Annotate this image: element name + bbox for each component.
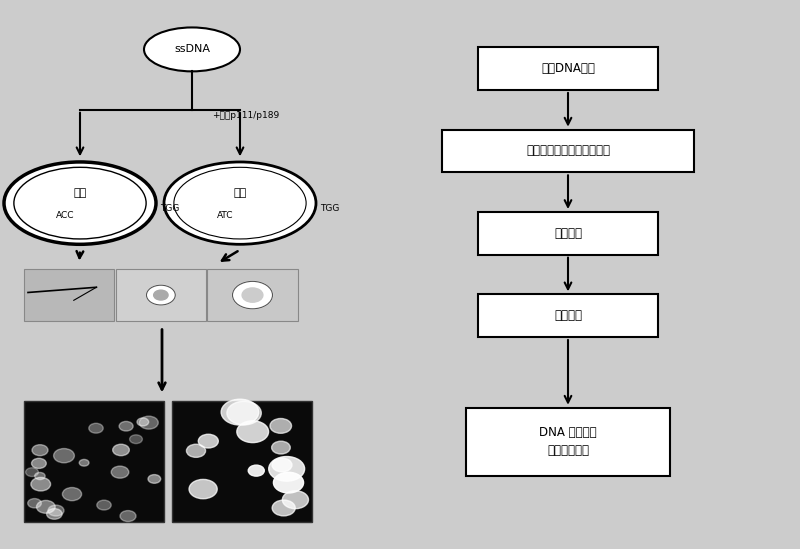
Text: ssDNA: ssDNA: [174, 44, 210, 54]
Circle shape: [31, 478, 50, 491]
Circle shape: [31, 458, 46, 468]
Circle shape: [120, 511, 136, 522]
Circle shape: [26, 468, 38, 477]
Bar: [172, 401, 312, 522]
Bar: [24, 401, 164, 522]
FancyBboxPatch shape: [478, 47, 658, 90]
Circle shape: [130, 435, 142, 444]
Circle shape: [272, 441, 290, 454]
Circle shape: [111, 466, 129, 478]
Circle shape: [113, 444, 130, 456]
Circle shape: [237, 421, 269, 442]
FancyBboxPatch shape: [466, 407, 670, 476]
Ellipse shape: [14, 167, 146, 239]
Circle shape: [34, 473, 45, 480]
Circle shape: [139, 416, 158, 429]
Circle shape: [270, 418, 291, 433]
FancyBboxPatch shape: [478, 294, 658, 337]
Circle shape: [37, 501, 55, 513]
Ellipse shape: [164, 162, 316, 244]
Circle shape: [46, 508, 62, 519]
Circle shape: [154, 290, 168, 300]
Circle shape: [189, 479, 218, 498]
Circle shape: [148, 474, 161, 483]
Circle shape: [221, 399, 258, 425]
Circle shape: [89, 423, 103, 433]
Circle shape: [62, 488, 82, 501]
Circle shape: [119, 422, 133, 431]
Circle shape: [146, 285, 175, 305]
Bar: [24, 269, 114, 321]
Circle shape: [79, 460, 89, 466]
Text: ACC: ACC: [56, 211, 75, 220]
Text: 单链DNA获取: 单链DNA获取: [541, 62, 595, 75]
Text: +线性p111/p189: +线性p111/p189: [212, 111, 279, 120]
Text: 显微注射: 显微注射: [554, 309, 582, 322]
Bar: [116, 269, 206, 321]
Ellipse shape: [4, 162, 156, 244]
FancyBboxPatch shape: [442, 130, 694, 172]
Circle shape: [32, 445, 48, 456]
Circle shape: [248, 465, 264, 476]
Ellipse shape: [174, 167, 306, 239]
Text: TGG: TGG: [320, 204, 339, 213]
Text: DNA 错配修复
功能活性定量: DNA 错配修复 功能活性定量: [539, 427, 597, 457]
Circle shape: [272, 500, 295, 516]
Circle shape: [274, 472, 303, 493]
Text: TGG: TGG: [160, 204, 179, 213]
Circle shape: [242, 288, 263, 302]
Circle shape: [48, 505, 64, 516]
Ellipse shape: [144, 27, 240, 71]
Circle shape: [272, 458, 292, 472]
Circle shape: [137, 418, 149, 426]
Circle shape: [97, 500, 111, 510]
Text: 同源: 同源: [74, 188, 86, 198]
Text: 同、异源双链核酸分子制备: 同、异源双链核酸分子制备: [526, 144, 610, 158]
Circle shape: [186, 444, 206, 457]
Text: 胚胎收集: 胚胎收集: [554, 227, 582, 240]
Circle shape: [54, 449, 74, 463]
Circle shape: [28, 498, 42, 508]
Circle shape: [269, 457, 305, 481]
Circle shape: [198, 434, 218, 448]
FancyBboxPatch shape: [478, 212, 658, 255]
Text: ATC: ATC: [218, 211, 234, 220]
Text: 异源: 异源: [234, 188, 246, 198]
Bar: [207, 269, 298, 321]
Circle shape: [227, 401, 262, 425]
Circle shape: [282, 491, 309, 509]
Circle shape: [233, 281, 273, 309]
